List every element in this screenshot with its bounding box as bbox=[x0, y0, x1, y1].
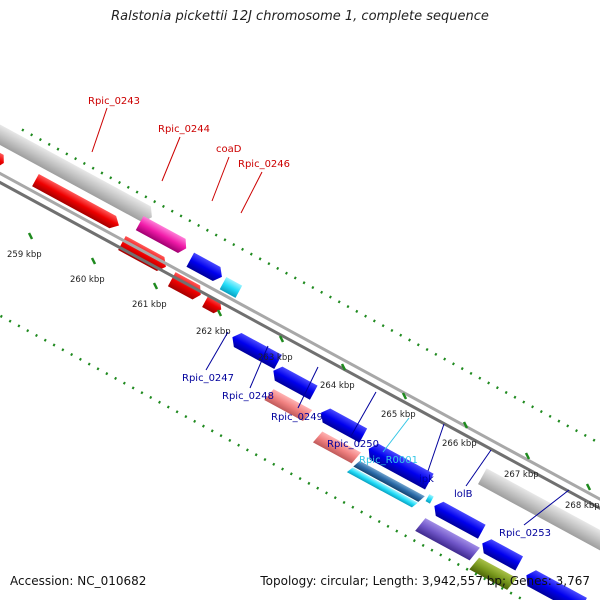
feature-rpic-0249 bbox=[321, 408, 368, 443]
gene-leader-line bbox=[240, 171, 263, 214]
gc-band-lower bbox=[478, 468, 600, 556]
tick-label: 263 kbp bbox=[258, 353, 293, 363]
feature-lolb-b bbox=[469, 557, 517, 590]
tick-mark bbox=[216, 309, 223, 317]
tick-mark bbox=[340, 363, 347, 371]
topology-summary: Topology: circular; Length: 3,942,557 bp… bbox=[260, 574, 590, 588]
feature-rpic-r0001-c bbox=[425, 494, 434, 504]
gene-label: ipk bbox=[419, 474, 434, 485]
gene-label: Rpic_0249 bbox=[271, 412, 323, 423]
tick-mark bbox=[524, 452, 531, 460]
feature-ipk-b bbox=[415, 518, 480, 561]
feature-rpic-r0001 bbox=[353, 460, 425, 502]
accession-text: Accession: NC_010682 bbox=[10, 574, 147, 588]
gene-label: Rpic_0253 bbox=[499, 528, 551, 539]
tick-label: 259 kbp bbox=[7, 250, 42, 260]
gene-label: Rpic_0250 bbox=[327, 439, 379, 450]
tick-labels: 259 kbp 260 kbp 261 kbp 262 kbp 263 kbp 264 k… bbox=[7, 250, 600, 511]
tick-label: 267 kbp bbox=[504, 470, 539, 480]
feature-rpic-0248-b bbox=[264, 389, 313, 421]
tick-mark bbox=[90, 257, 97, 265]
map-title: Ralstonia pickettii 12J chromosome 1, co… bbox=[111, 9, 489, 24]
tick-label: 268 kbp bbox=[565, 501, 600, 511]
gene-leader-line bbox=[91, 107, 108, 153]
tick-mark bbox=[278, 335, 285, 343]
gene-label: Rpic_R0001 bbox=[359, 455, 418, 466]
tick-label: 262 kbp bbox=[196, 327, 231, 337]
tick-mark bbox=[401, 392, 408, 400]
gene-leader-line bbox=[205, 331, 229, 371]
gene-leader-line bbox=[211, 156, 230, 202]
gene-label: Rpic_0243 bbox=[88, 96, 140, 107]
gene-leader-line bbox=[465, 449, 492, 487]
feature-rpic-0253 bbox=[526, 570, 587, 600]
feature-rpic-0243-b bbox=[32, 173, 119, 229]
backbone-inner bbox=[0, 149, 600, 525]
gene-leader-line bbox=[382, 417, 410, 453]
gene-label: Rpic_0248 bbox=[222, 391, 274, 402]
tick-label: 264 kbp bbox=[320, 381, 355, 391]
feature-rpic-0249-b bbox=[312, 431, 361, 464]
gene-label: Rpic_0246 bbox=[238, 159, 290, 170]
gene-leader-line bbox=[249, 345, 269, 389]
gene-labels: Rpic_0243 Rpic_0244 coaD Rpic_0246 Rpic_0247… bbox=[88, 96, 570, 539]
tick-mark bbox=[585, 483, 592, 491]
gene-leader-line bbox=[350, 391, 377, 437]
tick-label: 261 kbp bbox=[132, 300, 167, 310]
feature-ipk bbox=[434, 501, 486, 539]
backbone-outer bbox=[0, 142, 600, 518]
gc-band-upper bbox=[0, 106, 152, 223]
outer-tick-ring bbox=[21, 128, 600, 475]
gene-leader-line bbox=[427, 423, 445, 472]
gene-label: lolB bbox=[454, 489, 473, 500]
gene-leader-line bbox=[161, 136, 181, 182]
tick-mark bbox=[152, 282, 159, 290]
feature-rpic-0247 bbox=[232, 332, 282, 369]
feature-coad bbox=[186, 252, 222, 282]
tick-mark bbox=[27, 232, 34, 240]
feature-rpic-r0001-b bbox=[346, 467, 418, 508]
feature-rpic-0250 bbox=[368, 443, 434, 490]
major-ticks bbox=[27, 232, 592, 491]
gene-leader-line bbox=[523, 489, 570, 526]
gene-label: coaD bbox=[216, 144, 242, 155]
tick-label: 265 kbp bbox=[381, 410, 416, 420]
gene-label: Rpic_0244 bbox=[158, 124, 210, 135]
tick-mark bbox=[462, 421, 469, 429]
tick-label: 266 kbp bbox=[442, 439, 477, 449]
inner-tick-ring bbox=[0, 271, 573, 600]
tick-label: 260 kbp bbox=[70, 275, 105, 285]
gene-label: Rpic_0247 bbox=[182, 373, 234, 384]
feature-rpic-0246 bbox=[219, 276, 243, 298]
feature-lolb bbox=[482, 539, 524, 571]
gene-leader-line bbox=[297, 366, 319, 409]
feature-rpic-0244 bbox=[135, 216, 187, 253]
